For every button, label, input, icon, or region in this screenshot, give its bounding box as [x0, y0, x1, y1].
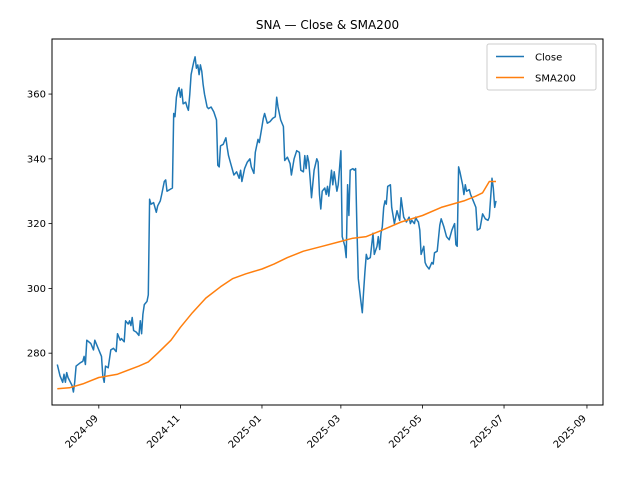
y-tick-label: 360: [27, 90, 46, 101]
y-axis: 280 300 320 340 360: [27, 90, 52, 360]
legend-label-close: Close: [535, 53, 562, 64]
legend-frame: [486, 43, 597, 91]
legend: Close SMA200: [486, 43, 597, 91]
series-line-sma200: [57, 180, 496, 390]
y-tick-label: 280: [27, 349, 46, 360]
series-layer: [56, 56, 497, 393]
y-tick-label: 300: [27, 284, 46, 295]
chart-title: SNA — Close & SMA200: [256, 18, 399, 32]
y-tick-label: 340: [27, 154, 46, 165]
series-line-close: [56, 56, 497, 393]
y-tick-label: 320: [27, 219, 46, 230]
plot-area: [51, 38, 604, 406]
legend-label-sma200: SMA200: [535, 74, 576, 85]
